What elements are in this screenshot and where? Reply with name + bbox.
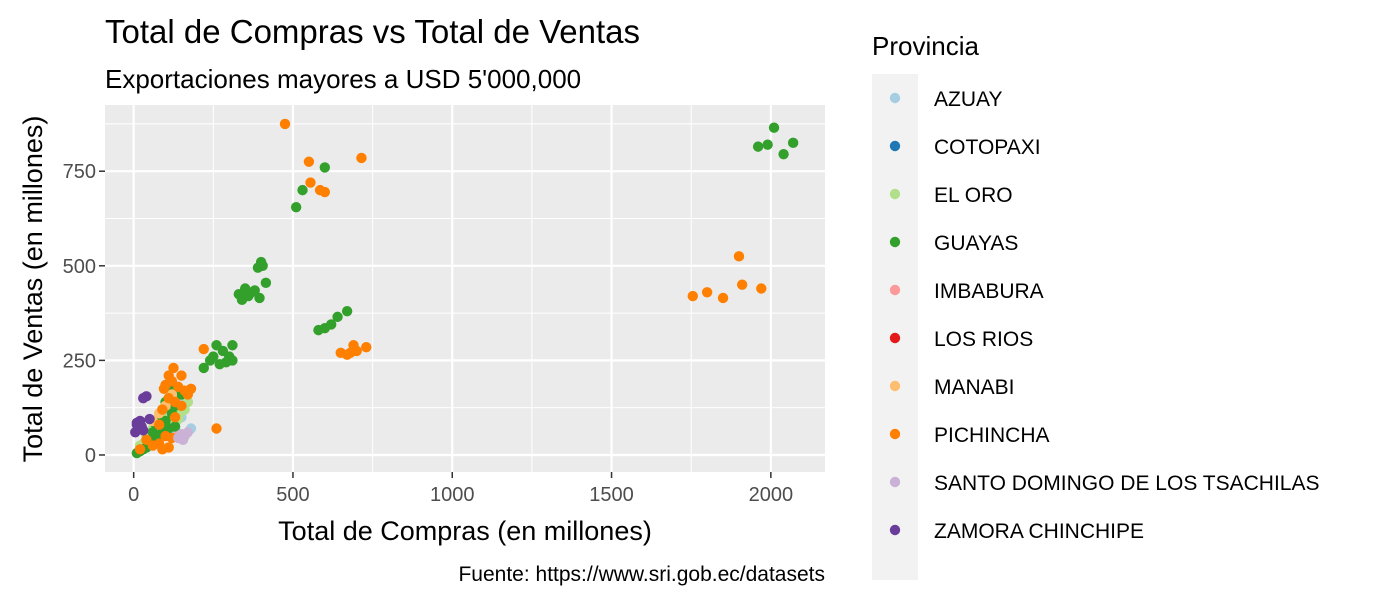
data-point bbox=[297, 184, 308, 196]
legend-key bbox=[889, 140, 901, 152]
data-point bbox=[257, 260, 268, 271]
data-point bbox=[687, 290, 698, 302]
data-point bbox=[141, 434, 152, 446]
data-point bbox=[198, 362, 209, 374]
legend-label: COTOPAXI bbox=[934, 136, 1041, 159]
data-point bbox=[313, 324, 324, 336]
data-point bbox=[144, 413, 155, 425]
chart-title: Total de Compras vs Total de Ventas bbox=[105, 13, 640, 50]
legend-key bbox=[889, 92, 901, 104]
legend: AZUAY COTOPAXI EL ORO GUAYAS IMBABURA LOS RIO… bbox=[889, 88, 1319, 543]
data-point bbox=[214, 358, 225, 370]
data-point bbox=[736, 279, 748, 290]
data-point bbox=[778, 148, 789, 160]
legend-key bbox=[889, 236, 901, 248]
data-point bbox=[319, 186, 331, 198]
data-point bbox=[319, 162, 331, 173]
data-point bbox=[236, 294, 248, 306]
data-point bbox=[717, 292, 729, 304]
legend-label: SANTO DOMINGO DE LOS TSACHILAS bbox=[934, 472, 1319, 495]
axis-ticks: 0 500 1000 1500 2000 0 250 500 750 bbox=[63, 161, 793, 506]
legend-label: EL ORO bbox=[934, 184, 1013, 207]
x-tick-label: 1500 bbox=[589, 484, 634, 506]
data-point bbox=[169, 421, 181, 432]
legend-label: IMBABURA bbox=[934, 280, 1044, 303]
data-points bbox=[130, 118, 799, 459]
data-point bbox=[787, 137, 799, 149]
chart-caption: Fuente: https://www.sri.gob.ec/datasets bbox=[458, 563, 825, 586]
x-tick-label: 500 bbox=[276, 484, 309, 506]
data-point bbox=[762, 139, 773, 150]
x-tick-label: 2000 bbox=[749, 484, 794, 506]
data-point bbox=[176, 400, 187, 411]
data-point bbox=[182, 427, 194, 438]
legend-label: GUAYAS bbox=[934, 232, 1018, 255]
data-point bbox=[169, 411, 181, 423]
y-tick-label: 750 bbox=[63, 161, 96, 183]
data-point bbox=[768, 122, 780, 133]
data-point bbox=[134, 444, 146, 455]
data-point bbox=[227, 355, 238, 366]
legend-key-background bbox=[872, 74, 918, 580]
data-point bbox=[356, 152, 367, 164]
legend-key bbox=[889, 380, 901, 392]
data-point bbox=[361, 341, 372, 353]
data-point bbox=[279, 118, 291, 130]
data-point bbox=[227, 340, 238, 351]
y-tick-label: 500 bbox=[63, 256, 96, 278]
data-point bbox=[131, 419, 143, 430]
y-tick-label: 250 bbox=[63, 350, 96, 372]
legend-key bbox=[889, 476, 901, 488]
data-point bbox=[157, 404, 168, 415]
data-point bbox=[290, 201, 302, 213]
legend-label: LOS RIOS bbox=[934, 328, 1033, 351]
data-point bbox=[332, 311, 343, 323]
legend-label: MANABI bbox=[934, 376, 1015, 399]
legend-label: PICHINCHA bbox=[934, 424, 1050, 447]
y-axis-title: Total de Ventas (en millones) bbox=[18, 116, 48, 463]
legend-key bbox=[889, 332, 901, 344]
data-point bbox=[303, 156, 315, 167]
data-point bbox=[168, 362, 179, 374]
data-point bbox=[756, 283, 767, 294]
data-point bbox=[158, 383, 170, 394]
x-axis-title: Total de Compras (en millones) bbox=[278, 516, 652, 546]
data-point bbox=[335, 347, 346, 359]
data-point bbox=[177, 434, 189, 446]
legend-key bbox=[889, 524, 901, 536]
data-point bbox=[752, 141, 764, 152]
data-point bbox=[217, 345, 229, 357]
data-point bbox=[138, 393, 149, 404]
chart-subtitle: Exportaciones mayores a USD 5'000,000 bbox=[105, 64, 581, 94]
data-point bbox=[701, 287, 713, 298]
data-point bbox=[157, 444, 168, 455]
legend-title: Provincia bbox=[872, 31, 979, 61]
data-point bbox=[153, 419, 165, 430]
data-point bbox=[211, 423, 222, 434]
data-point bbox=[341, 306, 353, 317]
legend-label: ZAMORA CHINCHIPE bbox=[934, 520, 1144, 543]
data-point bbox=[305, 177, 316, 188]
data-point bbox=[260, 277, 272, 289]
data-point bbox=[733, 251, 745, 262]
data-point bbox=[179, 385, 190, 396]
x-tick-label: 0 bbox=[128, 484, 139, 506]
legend-key bbox=[889, 284, 901, 296]
legend-key bbox=[889, 428, 901, 440]
legend-label: AZUAY bbox=[934, 88, 1002, 111]
data-point bbox=[208, 351, 219, 362]
data-point bbox=[198, 343, 209, 355]
data-point bbox=[176, 370, 187, 381]
y-tick-label: 0 bbox=[85, 445, 96, 467]
data-point bbox=[254, 292, 265, 304]
legend-key bbox=[889, 188, 901, 200]
x-tick-label: 1000 bbox=[430, 484, 475, 506]
data-point bbox=[249, 285, 260, 296]
